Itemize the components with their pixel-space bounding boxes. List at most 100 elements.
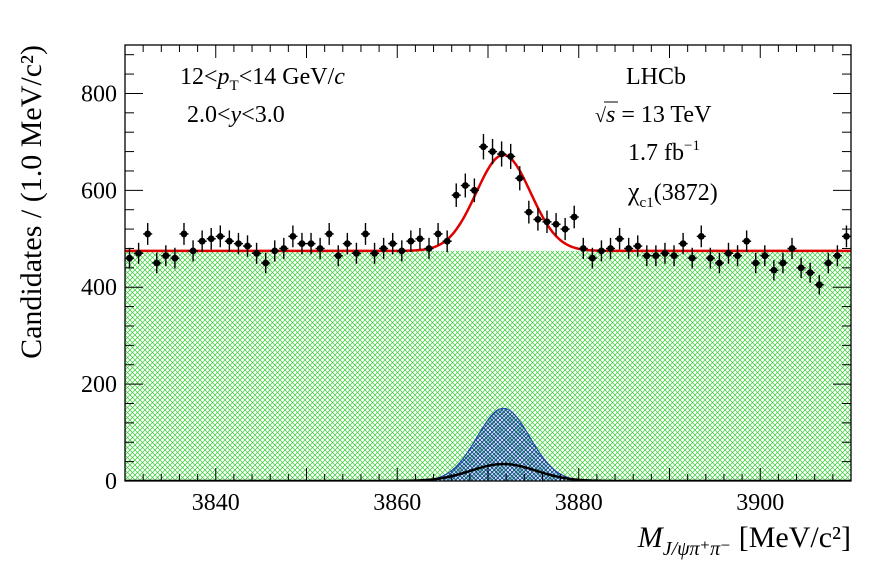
data-point <box>643 252 651 260</box>
data-point <box>725 249 732 257</box>
data-point <box>525 208 533 216</box>
data-point <box>235 240 242 248</box>
x-axis-label: MJ/ψπ⁺π⁻ [MeV/c²] <box>637 521 851 560</box>
data-point <box>688 254 696 262</box>
data-point <box>570 213 578 221</box>
data-point <box>625 245 633 252</box>
data-point <box>316 245 324 252</box>
data-point <box>262 259 270 267</box>
data-point <box>289 232 297 240</box>
total-fit-curve <box>125 153 851 253</box>
data-point <box>343 240 351 248</box>
data-point <box>189 247 197 255</box>
data-point <box>371 249 378 257</box>
data-point <box>207 235 215 243</box>
data-point <box>461 182 469 189</box>
data-point <box>697 232 705 240</box>
data-point <box>743 237 751 245</box>
data-point <box>416 235 424 243</box>
x-tick-label: 3860 <box>373 490 421 516</box>
data-point <box>815 281 823 289</box>
data-point <box>307 240 315 248</box>
luminosity-label: 1.7 fb−1 <box>628 138 700 166</box>
data-point <box>325 230 333 238</box>
data-point <box>271 247 279 255</box>
data-point <box>543 218 551 226</box>
data-point <box>579 245 587 252</box>
y-tick-label: 800 <box>81 81 117 107</box>
data-point <box>425 245 433 252</box>
data-point <box>516 174 524 182</box>
y-axis-label: Candidates / (1.0 MeV/c²) <box>15 45 48 359</box>
data-point <box>280 245 288 252</box>
y-tick-label: 600 <box>81 178 117 204</box>
data-point <box>843 232 850 240</box>
data-point <box>398 247 406 255</box>
data-point <box>761 252 769 260</box>
data-points <box>125 134 851 295</box>
signal-component <box>125 408 851 481</box>
data-point <box>407 237 415 245</box>
x-tick-label: 3840 <box>192 490 240 516</box>
plot-area <box>125 134 851 481</box>
y-tick-label: 0 <box>105 469 117 495</box>
data-point <box>135 249 143 257</box>
y-tick-label: 200 <box>81 372 117 398</box>
data-point <box>706 254 714 262</box>
data-point <box>507 153 515 160</box>
experiment-label: LHCb <box>626 64 686 90</box>
pt-range-label: 12<pT<14 GeV/c <box>180 64 345 94</box>
data-point <box>652 252 660 260</box>
data-point <box>171 254 179 262</box>
data-point <box>253 249 260 257</box>
data-point <box>489 148 496 155</box>
data-point <box>779 259 787 267</box>
data-point <box>752 259 760 267</box>
data-point <box>679 240 687 248</box>
tick-labels: 3840 3860 3880 3900 0 200 400 600 800 <box>81 81 784 516</box>
data-point <box>225 237 233 245</box>
data-point <box>616 235 623 243</box>
data-point <box>716 259 723 267</box>
data-point <box>452 191 460 199</box>
rapidity-range-label: 2.0<y<3.0 <box>187 102 285 128</box>
x-tick-label: 3900 <box>736 490 784 516</box>
data-point <box>434 230 442 238</box>
data-point <box>797 264 805 272</box>
data-point <box>634 242 642 250</box>
data-point <box>824 259 832 267</box>
data-point <box>607 245 614 252</box>
data-point <box>353 249 360 257</box>
x-axis-unit: [MeV/c²] <box>739 521 851 554</box>
data-point <box>806 269 814 277</box>
data-point <box>552 220 560 228</box>
data-point <box>162 252 170 260</box>
data-point <box>480 143 487 151</box>
data-point <box>734 252 741 260</box>
data-point <box>534 216 542 223</box>
data-point <box>588 254 596 262</box>
x-tick-label: 3880 <box>555 490 603 516</box>
data-point <box>833 252 841 260</box>
data-point <box>443 237 451 245</box>
data-point <box>144 230 152 238</box>
x-axis-var: M <box>637 521 665 554</box>
data-point <box>470 186 478 194</box>
data-point <box>126 254 133 262</box>
energy-label: √s = 13 TeV <box>595 102 712 128</box>
data-point <box>770 266 778 274</box>
data-point <box>561 225 569 233</box>
signal-outline <box>125 407 851 481</box>
data-point <box>334 252 342 260</box>
data-point <box>180 230 188 238</box>
data-point <box>244 242 251 250</box>
narrow-component-curve <box>125 462 851 481</box>
axis-ticks <box>124 45 852 482</box>
data-point <box>788 245 796 252</box>
particle-label: χc1(3872) <box>627 177 718 211</box>
data-point <box>670 252 678 260</box>
data-point <box>298 240 306 248</box>
data-point <box>498 150 506 158</box>
y-tick-label: 400 <box>81 275 117 301</box>
